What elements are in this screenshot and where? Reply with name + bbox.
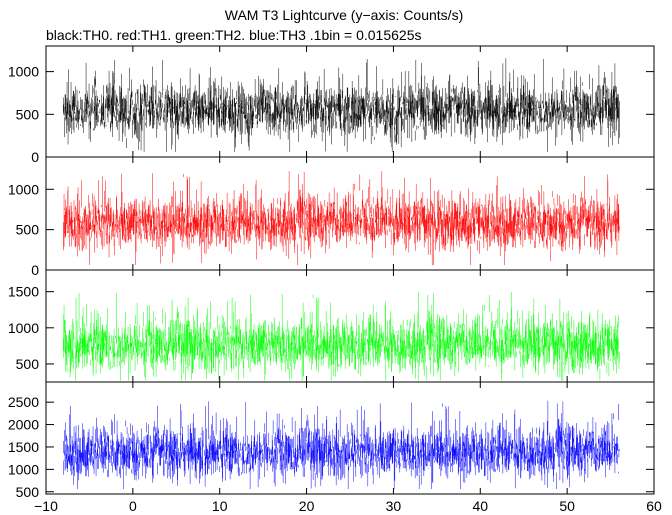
x-tick-label: 30: [386, 498, 402, 514]
series-th0: [63, 58, 620, 152]
panel-frame: [45, 381, 655, 495]
panel-th1: 0 500 1000: [8, 156, 655, 278]
x-tick-label: 0: [129, 498, 137, 514]
y-tick-label: 0: [31, 262, 39, 278]
series-th1: [63, 171, 620, 266]
x-axis: −10 0 10 20 30 40 50 60: [34, 498, 662, 514]
y-tick-label: 500: [16, 356, 40, 372]
y-tick-label: 500: [16, 484, 40, 500]
y-tick-label: 1500: [8, 439, 39, 455]
series-th3: [63, 400, 620, 490]
y-tick-label: 1000: [8, 64, 39, 80]
chart-title: WAM T3 Lightcurve (y−axis: Counts/s): [225, 7, 463, 23]
y-tick-label: 0: [31, 149, 39, 165]
y-tick-label: 500: [16, 222, 40, 238]
y-tick-label: 1500: [8, 284, 39, 300]
y-tick-label: 1000: [8, 461, 39, 477]
x-tick-label: 10: [212, 498, 228, 514]
panel-th2: 500 1000 1500: [8, 269, 655, 383]
series-th2: [63, 291, 620, 381]
y-tick-label: 500: [16, 106, 40, 122]
panel-th3: 500 1000 1500 2000 2500: [8, 381, 655, 500]
x-tick-label: 20: [299, 498, 315, 514]
panel-th0: 0 500 1000: [8, 45, 655, 165]
x-tick-label: 60: [646, 498, 662, 514]
chart-subtitle: black:TH0. red:TH1. green:TH2. blue:TH3 …: [46, 27, 421, 43]
x-tick-label: 50: [559, 498, 575, 514]
y-tick-label: 1000: [8, 181, 39, 197]
x-tick-label: −10: [34, 498, 58, 514]
x-tick-label: 40: [472, 498, 488, 514]
y-tick-label: 1000: [8, 320, 39, 336]
chart-panels: 0 500 1000 0 500 1000 500 1000 1500 500 1000 1500 20…: [8, 45, 655, 500]
y-tick-label: 2500: [8, 394, 39, 410]
y-tick-label: 2000: [8, 417, 39, 433]
